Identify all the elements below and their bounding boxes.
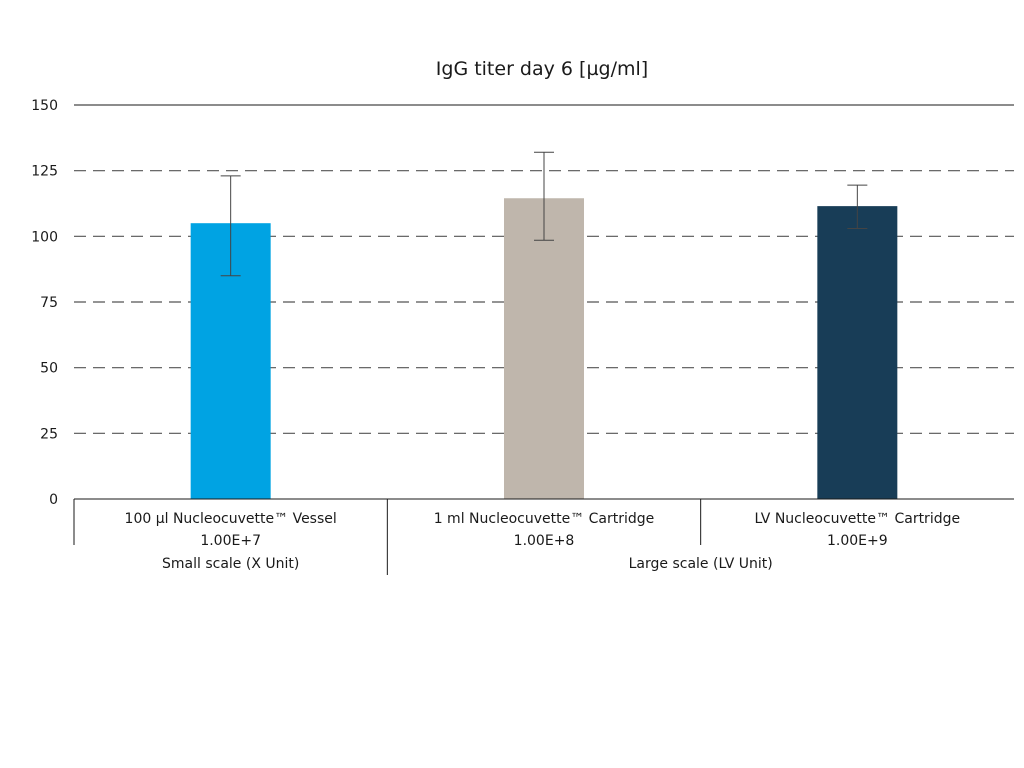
chart-title: IgG titer day 6 [µg/ml]: [436, 58, 648, 80]
y-tick-label: 0: [49, 492, 58, 508]
category-label: 100 µl Nucleocuvette™ Vessel: [125, 511, 337, 527]
category-label: 1 ml Nucleocuvette™ Cartridge: [434, 511, 655, 527]
y-tick-label: 100: [31, 229, 58, 245]
y-tick-label: 25: [40, 426, 58, 442]
category-sublabel: 1.00E+7: [200, 533, 261, 549]
bar: [504, 198, 584, 499]
category-sublabel: 1.00E+8: [514, 533, 575, 549]
y-tick-label: 150: [31, 98, 58, 114]
category-sublabel: 1.00E+9: [827, 533, 888, 549]
bar: [817, 206, 898, 500]
group-label: Large scale (LV Unit): [629, 556, 773, 572]
y-tick-label: 75: [40, 295, 58, 311]
y-tick-label: 50: [40, 361, 58, 377]
category-label: LV Nucleocuvette™ Cartridge: [755, 511, 961, 527]
group-label: Small scale (X Unit): [162, 556, 299, 572]
y-tick-label: 125: [31, 164, 58, 180]
